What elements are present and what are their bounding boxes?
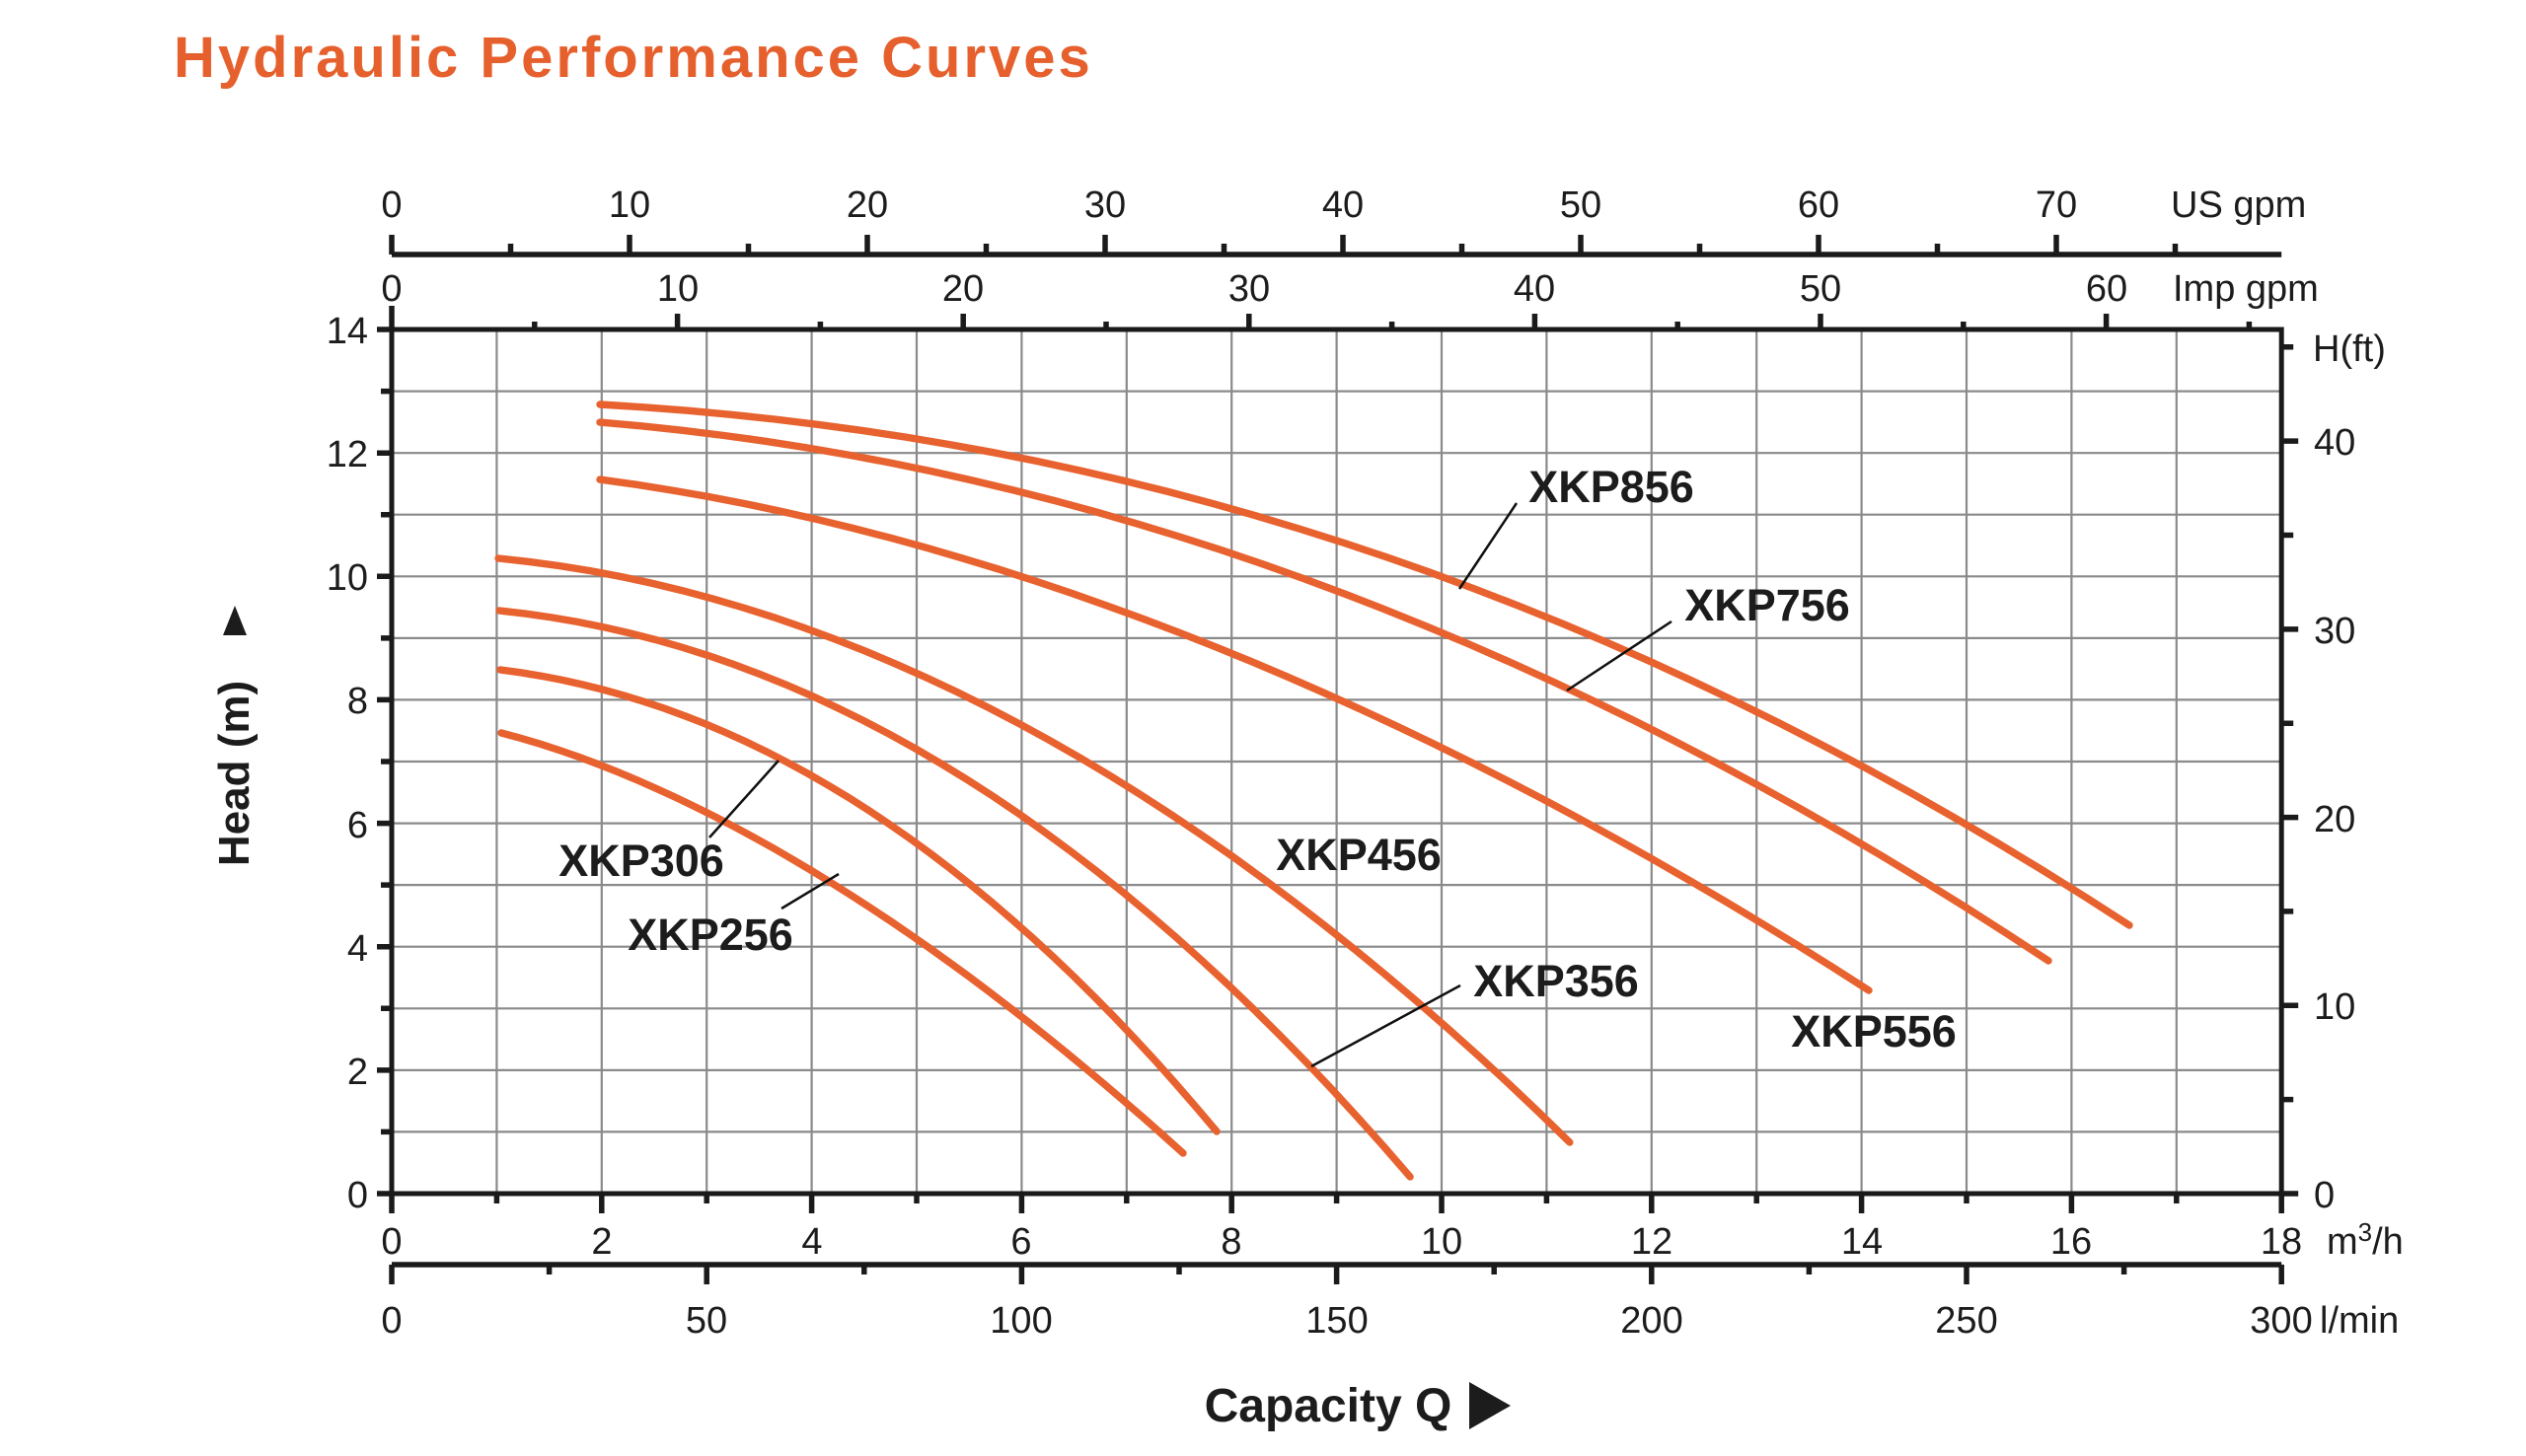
- svg-text:0: 0: [381, 184, 402, 226]
- svg-text:XKP756: XKP756: [1684, 580, 1850, 630]
- svg-text:12: 12: [1631, 1221, 1672, 1263]
- svg-text:16: 16: [2050, 1221, 2092, 1263]
- svg-text:200: 200: [1620, 1300, 1682, 1342]
- svg-text:300: 300: [2250, 1300, 2312, 1342]
- svg-text:0: 0: [381, 1300, 402, 1342]
- svg-text:XKP306: XKP306: [558, 836, 724, 886]
- svg-text:30: 30: [1228, 268, 1270, 310]
- svg-text:20: 20: [2314, 799, 2355, 840]
- svg-text:6: 6: [347, 805, 368, 846]
- svg-text:50: 50: [1800, 268, 1841, 310]
- svg-text:0: 0: [2314, 1175, 2335, 1216]
- svg-text:Head (m): Head (m): [210, 681, 259, 866]
- svg-text:10: 10: [609, 184, 650, 226]
- svg-text:Imp gpm: Imp gpm: [2173, 268, 2319, 310]
- svg-text:10: 10: [327, 557, 368, 599]
- svg-text:12: 12: [327, 434, 368, 475]
- svg-text:18: 18: [2261, 1221, 2302, 1263]
- svg-text:10: 10: [1421, 1221, 1462, 1263]
- svg-text:70: 70: [2036, 184, 2077, 226]
- svg-text:4: 4: [347, 928, 368, 970]
- svg-text:4: 4: [801, 1221, 822, 1263]
- svg-text:10: 10: [2314, 986, 2355, 1028]
- svg-text:40: 40: [1322, 184, 1364, 226]
- svg-text:14: 14: [327, 311, 368, 352]
- svg-text:XKP856: XKP856: [1528, 462, 1694, 512]
- svg-text:H(ft): H(ft): [2313, 328, 2386, 370]
- svg-text:XKP256: XKP256: [628, 910, 793, 960]
- svg-text:Hydraulic Performance Curves: Hydraulic Performance Curves: [174, 26, 1093, 90]
- svg-text:6: 6: [1010, 1221, 1031, 1263]
- svg-text:XKP556: XKP556: [1791, 1006, 1957, 1056]
- svg-text:XKP356: XKP356: [1473, 956, 1639, 1006]
- svg-text:0: 0: [347, 1175, 368, 1216]
- svg-text:20: 20: [942, 268, 984, 310]
- svg-text:100: 100: [990, 1300, 1052, 1342]
- svg-text:0: 0: [381, 1221, 402, 1263]
- svg-text:XKP456: XKP456: [1276, 830, 1442, 880]
- svg-text:14: 14: [1841, 1221, 1883, 1263]
- svg-text:50: 50: [1560, 184, 1601, 226]
- svg-text:40: 40: [2314, 422, 2355, 464]
- svg-text:0: 0: [381, 268, 402, 310]
- svg-text:US gpm: US gpm: [2171, 184, 2306, 226]
- svg-text:8: 8: [347, 681, 368, 722]
- svg-text:10: 10: [657, 268, 699, 310]
- svg-text:30: 30: [2314, 611, 2355, 652]
- svg-text:l/min: l/min: [2320, 1300, 2399, 1342]
- svg-text:60: 60: [2086, 268, 2127, 310]
- svg-text:20: 20: [847, 184, 888, 226]
- svg-text:150: 150: [1305, 1300, 1368, 1342]
- svg-text:2: 2: [347, 1052, 368, 1093]
- svg-text:60: 60: [1798, 184, 1839, 226]
- svg-text:Capacity Q: Capacity Q: [1205, 1380, 1452, 1432]
- svg-text:30: 30: [1084, 184, 1126, 226]
- svg-text:40: 40: [1514, 268, 1555, 310]
- svg-text:8: 8: [1221, 1221, 1241, 1263]
- svg-text:250: 250: [1935, 1300, 1997, 1342]
- svg-text:50: 50: [686, 1300, 727, 1342]
- svg-text:2: 2: [591, 1221, 612, 1263]
